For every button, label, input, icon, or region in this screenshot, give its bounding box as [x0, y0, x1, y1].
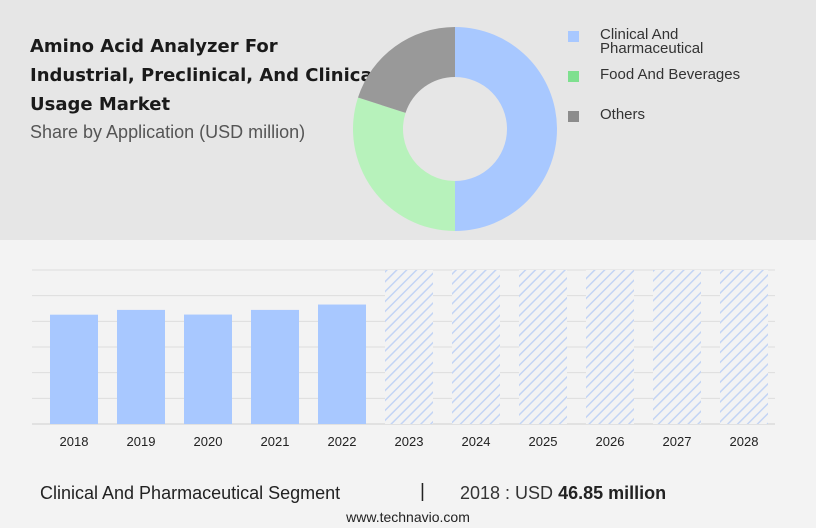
chart-subtitle: Share by Application (USD million) [30, 122, 306, 142]
x-tick-label-2027: 2027 [663, 434, 692, 449]
bar-forecast-2027 [653, 270, 701, 424]
x-tick-label-2022: 2022 [328, 434, 357, 449]
bar-chart: 2018 2019 2020 2021 2022 2023 2024 2025 2026 2027… [32, 269, 775, 449]
legend-swatch-clinical [568, 31, 579, 42]
footer-separator: | [420, 481, 425, 502]
bar-forecast-2026 [586, 270, 634, 424]
x-tick-label-2026: 2026 [596, 434, 625, 449]
bar-forecast-2024 [452, 270, 500, 424]
x-tick-label-2019: 2019 [127, 434, 156, 449]
footer-year-value: 2018 : USD 46.85 million [460, 483, 666, 504]
footer-value: 46.85 million [558, 483, 667, 503]
x-tick-label-2024: 2024 [462, 434, 491, 449]
footer-year-label: 2018 : USD [460, 483, 554, 503]
legend-label-clinical: Clinical And Pharmaceutical [600, 26, 704, 57]
bar-2021 [251, 309, 299, 424]
legend-item-food: Food And Beverages [568, 66, 780, 83]
bar-2022 [318, 304, 366, 424]
bar-2019 [117, 309, 165, 424]
legend-swatch-food [568, 71, 579, 82]
x-tick-label-2018: 2018 [60, 434, 89, 449]
x-tick-label-2023: 2023 [395, 434, 424, 449]
x-tick-label-2028: 2028 [730, 434, 759, 449]
bar-forecast-2028 [720, 270, 768, 424]
bar-forecast-2023 [385, 270, 433, 424]
legend-swatch-others [568, 111, 579, 122]
x-tick-label-2025: 2025 [529, 434, 558, 449]
x-tick-label-2021: 2021 [261, 434, 290, 449]
legend-label-others: Others [600, 106, 646, 123]
donut-slice-food-and-beverages [353, 97, 455, 231]
legend-label-food: Food And Beverages [600, 66, 741, 83]
legend-item-clinical: Clinical And Pharmaceutical [568, 26, 780, 57]
bar-2018 [50, 314, 98, 424]
donut-slice-clinical-and-pharmaceutical [455, 27, 557, 231]
legend-item-others: Others [568, 106, 780, 123]
x-tick-label-2020: 2020 [194, 434, 223, 449]
donut-chart [353, 27, 557, 231]
bar-2020 [184, 314, 232, 424]
footer-website: www.technavio.com [346, 509, 470, 525]
footer-segment-label: Clinical And Pharmaceutical Segment [40, 483, 341, 503]
bar-forecast-2025 [519, 270, 567, 424]
chart-title: Amino Acid Analyzer For Industrial, Prec… [30, 36, 379, 115]
donut-slice-others [357, 27, 455, 113]
